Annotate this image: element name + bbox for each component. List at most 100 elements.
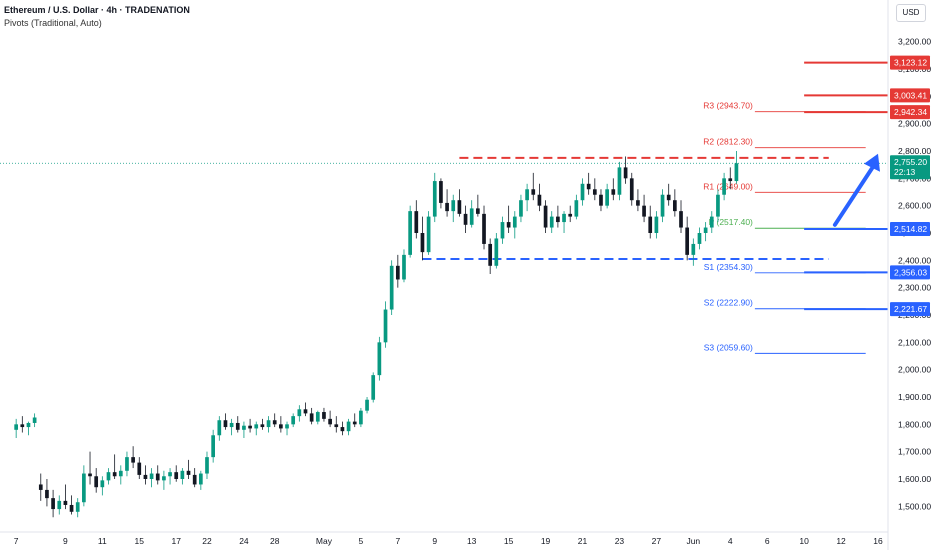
candle-body [500, 222, 505, 239]
candle [322, 407, 326, 422]
candle [359, 407, 363, 428]
candle [143, 465, 148, 485]
candle-body [254, 424, 259, 429]
candle-body [636, 200, 640, 206]
x-tick-label: 11 [98, 536, 107, 546]
candle-body [439, 181, 443, 203]
currency-button[interactable]: USD [896, 4, 926, 22]
y-tick-label: 2,900.00 [898, 119, 931, 129]
candle [155, 465, 160, 485]
candle-body [229, 422, 234, 428]
candle-body [451, 200, 456, 212]
candle [229, 418, 234, 436]
candle [112, 454, 117, 479]
candle-body [322, 412, 326, 419]
candle-body [445, 202, 449, 212]
candle-body [131, 457, 135, 463]
candle [309, 407, 314, 425]
candle [463, 205, 468, 233]
candle-body [205, 457, 209, 474]
y-tick-label: 1,500.00 [898, 501, 931, 511]
candle [217, 416, 222, 441]
candle [494, 233, 499, 269]
candle [125, 451, 129, 477]
candle [488, 238, 493, 274]
candle-body [617, 167, 622, 195]
candle-body [63, 500, 68, 505]
candle-body [408, 211, 412, 255]
candle-body [94, 476, 99, 488]
candle [20, 416, 25, 433]
x-tick-label: 15 [135, 536, 145, 546]
candle-body [303, 409, 308, 414]
candle-body [728, 178, 733, 182]
candle [476, 194, 480, 217]
candle [174, 465, 179, 482]
candle [352, 413, 357, 428]
candle [439, 178, 443, 209]
candle-body [666, 194, 671, 201]
candle-body [20, 424, 25, 428]
candle [285, 421, 289, 436]
pivot-label-s1: S1 (2354.30) [704, 262, 753, 272]
candle-body [100, 480, 105, 488]
candle-body [266, 420, 271, 428]
candle-body [574, 200, 579, 217]
indicator-label[interactable]: Pivots (Traditional, Auto) [4, 18, 102, 28]
candle-body [605, 189, 609, 206]
candle [162, 470, 166, 490]
candle-body [580, 183, 585, 201]
candle-body [125, 457, 129, 471]
candle [131, 446, 135, 469]
candle-body [235, 422, 240, 430]
x-tick-label: May [316, 536, 333, 546]
y-tick-label: 2,000.00 [898, 365, 931, 375]
candle [235, 416, 240, 433]
candle [106, 468, 111, 485]
x-tick-label: 7 [14, 536, 19, 546]
price-level-label: 3,123.12 [894, 58, 927, 68]
candle [272, 413, 277, 428]
candle-body [297, 409, 302, 417]
candle-body [192, 474, 197, 485]
candle-body [352, 421, 357, 425]
candle [709, 211, 714, 233]
x-tick-label: 6 [765, 536, 770, 546]
chart-title: Ethereum / U.S. Dollar · 4h · TRADENATIO… [4, 5, 190, 15]
candle [88, 451, 92, 485]
candle-body [38, 484, 43, 490]
candle-body [51, 498, 55, 510]
candle-body [69, 504, 74, 512]
candle [328, 410, 332, 428]
candle-body [149, 473, 154, 479]
candle [365, 397, 369, 414]
last-price-tag [890, 155, 930, 180]
up-arrow-shaft [832, 161, 877, 227]
candle [574, 194, 579, 220]
candle [223, 413, 228, 430]
candle [420, 216, 425, 261]
candle-body [629, 178, 634, 201]
candle [654, 211, 659, 239]
candle [568, 205, 573, 223]
candle [254, 421, 259, 436]
candle [592, 178, 597, 201]
candle-body [285, 424, 289, 429]
candle-body [506, 222, 511, 228]
candle [525, 183, 529, 212]
candle [623, 156, 628, 184]
y-tick-label: 2,800.00 [898, 146, 931, 156]
candle [14, 418, 19, 438]
candle-body [211, 435, 215, 458]
x-tick-label: 9 [432, 536, 437, 546]
y-tick-label: 1,600.00 [898, 474, 931, 484]
candle-body [260, 424, 265, 428]
candle [703, 222, 708, 242]
countdown-label: 22:13 [894, 167, 916, 177]
x-tick-label: 21 [578, 536, 588, 546]
x-tick-label: 16 [873, 536, 883, 546]
candle-body [432, 181, 437, 217]
price-level-tag [890, 265, 930, 280]
candle [666, 183, 671, 206]
